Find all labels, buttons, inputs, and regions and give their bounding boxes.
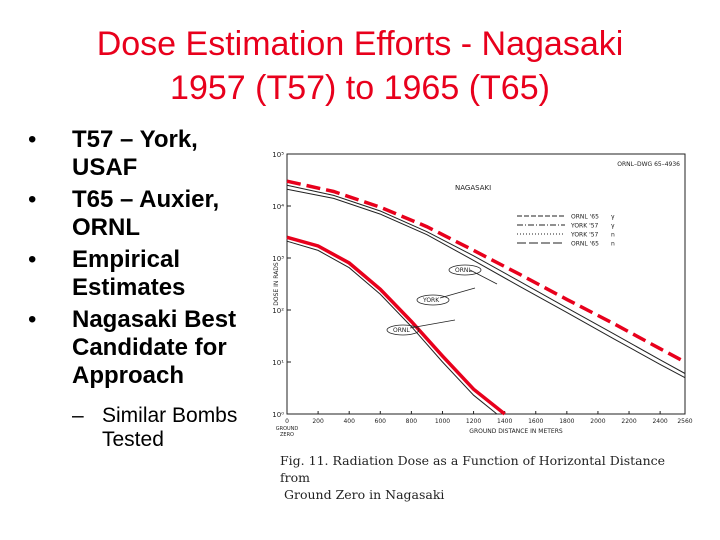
x-tick-label: 200 xyxy=(312,418,324,425)
x-tick-label: 2200 xyxy=(621,418,636,425)
x-axis-label: GROUND DISTANCE IN METERS xyxy=(469,428,563,435)
ornl-drawing-code: ORNL–DWG 65–4936 xyxy=(617,161,680,168)
annotation-leader xyxy=(469,269,498,285)
legend-label: ORNL '65 xyxy=(571,214,599,221)
sub-bullet-text: Similar Bombs Tested xyxy=(102,404,238,451)
series-line xyxy=(286,184,686,374)
plot-frame xyxy=(286,153,686,415)
x-tick-label: 1200 xyxy=(466,418,481,425)
x-tick-label: 0 xyxy=(285,418,289,425)
x-tick-label: 1000 xyxy=(435,418,450,425)
figure-caption: Fig. 11. Radiation Dose as a Function of… xyxy=(280,452,690,503)
ground-zero-label: GROUND xyxy=(276,426,299,432)
x-tick-label: 1600 xyxy=(528,418,543,425)
y-tick-label: 10³ xyxy=(272,255,284,263)
sub-bullet-item: – Similar Bombs Tested xyxy=(28,404,268,452)
title-line-1: Dose Estimation Efforts - Nagasaki xyxy=(96,25,624,63)
y-tick-label: 10¹ xyxy=(272,359,284,367)
ground-zero-label: ZERO xyxy=(280,432,294,438)
x-tick-label: 2000 xyxy=(590,418,605,425)
series-line xyxy=(286,240,498,415)
chart-title: NAGASAKI xyxy=(455,184,491,192)
legend-unit: n xyxy=(611,232,615,239)
annotation-bubble xyxy=(416,294,450,306)
figure-caption-line-2: Ground Zero in Nagasaki xyxy=(284,487,445,502)
y-axis-label: DOSE IN RADS xyxy=(273,262,280,306)
bullet-text: T65 – Auxier, ORNL xyxy=(72,186,220,241)
y-tick-label: 10⁰ xyxy=(272,411,284,419)
x-tick-label: 600 xyxy=(375,418,387,425)
bullet-text: Empirical Estimates xyxy=(72,246,186,301)
bullet-item: • T65 – Auxier, ORNL xyxy=(28,186,268,242)
annotation-leader xyxy=(409,319,456,329)
x-tick-label: 2560 xyxy=(677,418,692,425)
annotation-label: ORNL xyxy=(393,327,410,334)
bullet-dot-icon: • xyxy=(28,246,37,273)
series-line xyxy=(286,188,686,379)
series-line xyxy=(286,235,506,416)
bullet-dot-icon: • xyxy=(28,126,37,153)
x-tick-label: 1800 xyxy=(559,418,574,425)
sub-bullet-dash-icon: – xyxy=(72,404,84,427)
title-line-2: 1957 (T57) to 1965 (T65) xyxy=(170,69,550,107)
x-tick-label: 2400 xyxy=(652,418,667,425)
annotation-bubble xyxy=(386,324,420,336)
annotation-label: YORK xyxy=(422,297,440,304)
legend-unit: n xyxy=(611,241,615,248)
annotation-label: ORNL xyxy=(455,267,472,274)
dose-distance-chart: 10⁵ 10⁴ 10³ 10² 10¹ 10⁰0 200 400 600 800 1000 1200 1… xyxy=(272,151,693,438)
legend-unit: γ xyxy=(611,223,615,230)
figure-caption-line-1: Fig. 11. Radiation Dose as a Function of… xyxy=(280,453,666,485)
bullet-dot-icon: • xyxy=(28,306,37,333)
slide-title: Dose Estimation Efforts - Nagasaki 1957 … xyxy=(0,22,720,110)
legend-label: ORNL '65 xyxy=(571,241,599,248)
legend-label: YORK '57 xyxy=(570,232,599,239)
annotation-leader xyxy=(439,287,476,299)
bullet-item: • Nagasaki Best Candidate for Approach xyxy=(28,306,268,390)
legend-unit: γ xyxy=(611,214,615,221)
bullet-item: • Empirical Estimates xyxy=(28,246,268,302)
series-line xyxy=(286,179,686,364)
bullet-item: • T57 – York, USAF xyxy=(28,126,268,182)
bullet-list: • T57 – York, USAF • T65 – Auxier, ORNL • E… xyxy=(28,126,268,452)
annotation-bubble xyxy=(448,264,482,276)
bullet-dot-icon: • xyxy=(28,186,37,213)
bullet-text: T57 – York, USAF xyxy=(72,126,198,181)
x-tick-label: 1400 xyxy=(497,418,512,425)
y-tick-label: 10⁵ xyxy=(272,151,284,159)
y-tick-label: 10² xyxy=(272,307,284,315)
y-tick-label: 10⁴ xyxy=(272,203,284,211)
bullet-text: Nagasaki Best Candidate for Approach xyxy=(72,306,237,389)
x-tick-label: 800 xyxy=(406,418,418,425)
x-tick-label: 400 xyxy=(343,418,355,425)
legend-label: YORK '57 xyxy=(570,223,599,230)
